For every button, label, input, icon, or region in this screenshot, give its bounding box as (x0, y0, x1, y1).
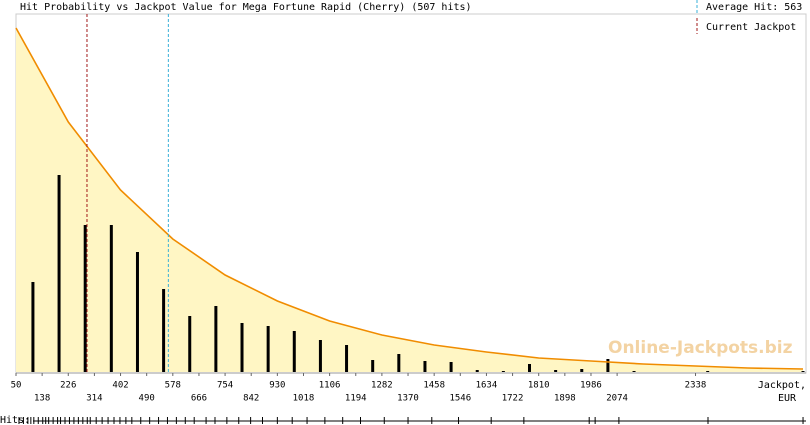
bar (632, 371, 636, 372)
watermark: Online-Jackpots.biz (608, 338, 793, 358)
bar (240, 323, 244, 372)
bar (706, 371, 710, 372)
bar (606, 359, 610, 372)
x-tick-label: 1898 (554, 394, 576, 404)
bar (318, 340, 322, 372)
x-tick-label: 842 (243, 394, 259, 404)
bar (31, 282, 35, 372)
curve-area (16, 28, 804, 372)
bar (475, 370, 479, 372)
x-tick-label: 1018 (293, 394, 315, 404)
x-tick-label: 50 (11, 381, 22, 391)
bar (345, 345, 349, 372)
bar (580, 369, 584, 372)
x-tick-label: 2338 (685, 381, 707, 391)
x-axis-unit: EUR (778, 393, 797, 404)
chart-title: Hit Probability vs Jackpot Value for Meg… (20, 2, 472, 13)
x-tick-label: 1546 (449, 394, 471, 404)
bar (109, 225, 113, 372)
bar (371, 360, 375, 372)
bar (57, 175, 61, 372)
x-tick-label: 666 (191, 394, 207, 404)
bar (528, 364, 531, 372)
x-tick-label: 1282 (371, 381, 393, 391)
x-tick-label: 930 (269, 381, 285, 391)
x-axis-label: Jackpot, (758, 380, 806, 391)
legend-average: Average Hit: 563 (706, 2, 802, 13)
bar (83, 225, 87, 372)
x-tick-label: 754 (217, 381, 233, 391)
x-tick-label: 1370 (397, 394, 419, 404)
x-tick-label: 226 (60, 381, 76, 391)
bar (162, 289, 166, 372)
bar (188, 316, 192, 372)
x-tick-label: 490 (139, 394, 155, 404)
x-tick-label: 2074 (606, 394, 628, 404)
legend-current: Current Jackpot (706, 22, 796, 33)
x-tick-label: 314 (86, 394, 102, 404)
hits-label: Hits: (0, 415, 30, 425)
x-tick-label: 1458 (423, 381, 445, 391)
x-tick-label: 138 (34, 394, 50, 404)
x-tick-label: 1106 (319, 381, 341, 391)
x-tick-label: 578 (165, 381, 181, 391)
bar (266, 326, 270, 372)
x-tick-label: 1810 (528, 381, 550, 391)
bar (292, 331, 296, 372)
bar (214, 306, 218, 372)
bar (397, 354, 401, 372)
x-tick-label: 1986 (580, 381, 602, 391)
x-tick-label: 1722 (502, 394, 524, 404)
x-tick-label: 1194 (345, 394, 367, 404)
bar (554, 370, 558, 372)
bar (801, 371, 805, 372)
x-tick-label: 1634 (476, 381, 498, 391)
curve-line (15, 27, 804, 370)
bar (449, 362, 453, 372)
bar (135, 252, 139, 372)
bar (423, 361, 427, 372)
bar (501, 371, 505, 372)
x-tick-label: 402 (112, 381, 128, 391)
